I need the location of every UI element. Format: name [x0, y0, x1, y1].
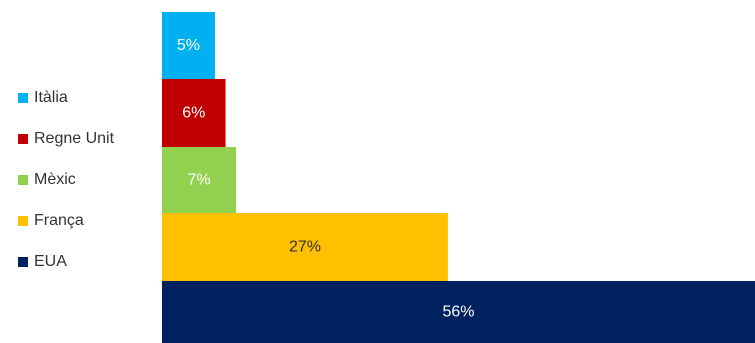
legend-swatch — [18, 257, 28, 267]
legend-item-mexic: Mèxic — [18, 170, 114, 190]
legend-label: França — [34, 212, 84, 229]
legend-item-franca: França — [18, 211, 114, 231]
legend-swatch — [18, 175, 28, 185]
legend-swatch — [18, 134, 28, 144]
data-label-1: 6% — [182, 105, 205, 122]
legend-item-italia: Itàlia — [18, 88, 114, 108]
legend-label: Regne Unit — [34, 130, 115, 147]
legend-label: Itàlia — [34, 89, 68, 106]
bar-0 — [162, 12, 215, 79]
legend-item-regne-unit: Regne Unit — [18, 129, 114, 149]
data-label-2: 7% — [188, 172, 211, 189]
legend-swatch — [18, 93, 28, 103]
legend-label: EUA — [34, 253, 67, 270]
legend-item-eua: EUA — [18, 252, 114, 272]
bar-1 — [162, 79, 226, 147]
bar-3 — [162, 213, 448, 281]
bar-4 — [162, 281, 755, 343]
legend-swatch — [18, 216, 28, 226]
data-label-0: 5% — [177, 37, 200, 54]
data-label-3: 27% — [289, 239, 321, 256]
data-label-4: 56% — [442, 304, 474, 321]
bar-2 — [162, 147, 237, 213]
legend: Itàlia Regne Unit Mèxic França EUA — [18, 88, 114, 293]
legend-label: Mèxic — [34, 171, 76, 188]
